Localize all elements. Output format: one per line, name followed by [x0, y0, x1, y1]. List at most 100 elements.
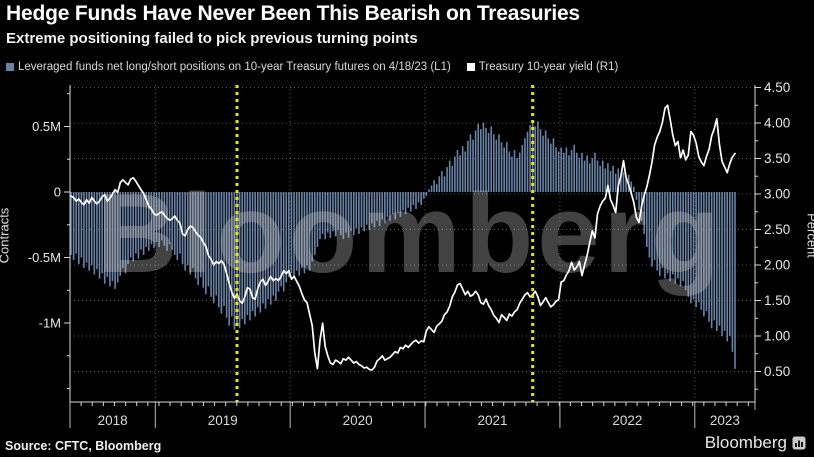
position-bar	[132, 192, 135, 262]
position-bar	[459, 155, 461, 192]
position-bar	[329, 192, 332, 238]
position-bar	[622, 172, 625, 192]
position-bar	[635, 192, 638, 200]
position-bar	[573, 144, 575, 192]
legend-label: Leveraged funds net long/short positions…	[18, 61, 451, 73]
position-bar	[638, 192, 640, 211]
position-bar	[467, 140, 469, 192]
position-bar	[254, 192, 256, 317]
position-bar	[347, 192, 350, 238]
legend-label: Treasury 10-year yield (R1)	[478, 61, 619, 73]
position-bar	[568, 155, 570, 192]
position-bar	[550, 143, 552, 192]
position-bar	[83, 192, 85, 268]
position-bar	[500, 142, 503, 192]
position-bar	[723, 192, 726, 331]
position-bar	[710, 192, 713, 329]
position-bar	[207, 192, 210, 287]
position-bar	[591, 157, 594, 192]
position-bar	[210, 192, 212, 297]
position-bar	[498, 134, 500, 192]
position-bar	[124, 192, 127, 274]
source-note: Source: CFTC, Bloomberg	[5, 439, 162, 453]
left-axis-tick-label: -0.5M	[28, 250, 61, 265]
position-bar	[109, 192, 111, 287]
position-bar	[417, 192, 420, 203]
position-bar	[716, 192, 718, 331]
position-bar	[324, 192, 326, 240]
position-bar	[303, 192, 306, 274]
position-bar	[339, 192, 342, 236]
position-bar	[487, 133, 490, 192]
position-bar	[326, 192, 329, 233]
position-bar	[695, 192, 697, 308]
position-bar	[472, 139, 474, 192]
year-label: 2021	[477, 413, 507, 428]
position-bar	[492, 134, 495, 192]
position-bar	[308, 192, 311, 271]
position-bar	[194, 192, 197, 279]
bottom-axis	[69, 402, 756, 428]
position-bar	[269, 192, 272, 305]
position-bar	[256, 192, 259, 308]
position-bar	[332, 192, 334, 232]
position-bar	[225, 192, 228, 318]
position-bar	[731, 192, 734, 352]
year-label: 2022	[612, 413, 642, 428]
position-bar	[215, 192, 218, 296]
position-bar	[518, 152, 521, 192]
position-bar	[435, 184, 438, 192]
position-bar	[166, 192, 168, 251]
position-bar	[223, 192, 225, 306]
position-bar	[334, 192, 337, 237]
position-bar	[511, 156, 513, 192]
position-bar	[285, 192, 288, 283]
position-bar	[218, 192, 220, 308]
position-bar	[153, 192, 155, 249]
right-axis-tick-label: 4.00	[764, 116, 790, 131]
year-label: 2019	[208, 413, 238, 428]
position-bar	[394, 192, 397, 220]
position-bar	[521, 144, 524, 192]
position-bar	[127, 192, 129, 265]
position-bar	[407, 192, 409, 208]
position-bar	[80, 192, 83, 258]
position-bar	[184, 192, 186, 271]
position-bar	[158, 192, 160, 248]
position-bar	[596, 160, 599, 192]
position-bar	[503, 147, 505, 192]
position-bar	[350, 192, 352, 232]
position-bar	[386, 192, 389, 217]
position-bar	[443, 176, 446, 192]
position-bar	[384, 192, 386, 224]
position-bar	[197, 192, 199, 286]
position-bar	[90, 192, 93, 266]
position-bar	[490, 126, 492, 192]
right-axis-tick-label: 2.50	[764, 222, 790, 237]
position-bar	[116, 192, 119, 283]
legend-item-yield: Treasury 10-year yield (R1)	[466, 61, 619, 73]
brand-wordmark: Bloomberg	[704, 433, 787, 452]
position-bar	[708, 192, 710, 322]
year-labels: 2018 2019 2020 2021 2022 2023	[98, 413, 740, 428]
left-axis-tick-label: -1M	[39, 316, 61, 331]
position-bar	[85, 192, 88, 263]
position-bar	[581, 152, 583, 192]
position-bar	[365, 192, 368, 225]
position-bar	[557, 151, 560, 192]
position-bar	[295, 192, 298, 271]
position-bar	[246, 192, 249, 316]
position-bar	[93, 192, 96, 275]
axes	[69, 85, 756, 403]
position-bar	[135, 192, 137, 254]
position-bar	[692, 192, 695, 300]
position-bar	[666, 192, 669, 274]
position-bar	[544, 130, 547, 192]
position-bar	[563, 152, 565, 192]
position-bar	[454, 156, 456, 192]
position-bar	[679, 192, 682, 287]
position-bar	[101, 192, 103, 274]
right-axis-tick-label: 1.00	[764, 329, 790, 344]
